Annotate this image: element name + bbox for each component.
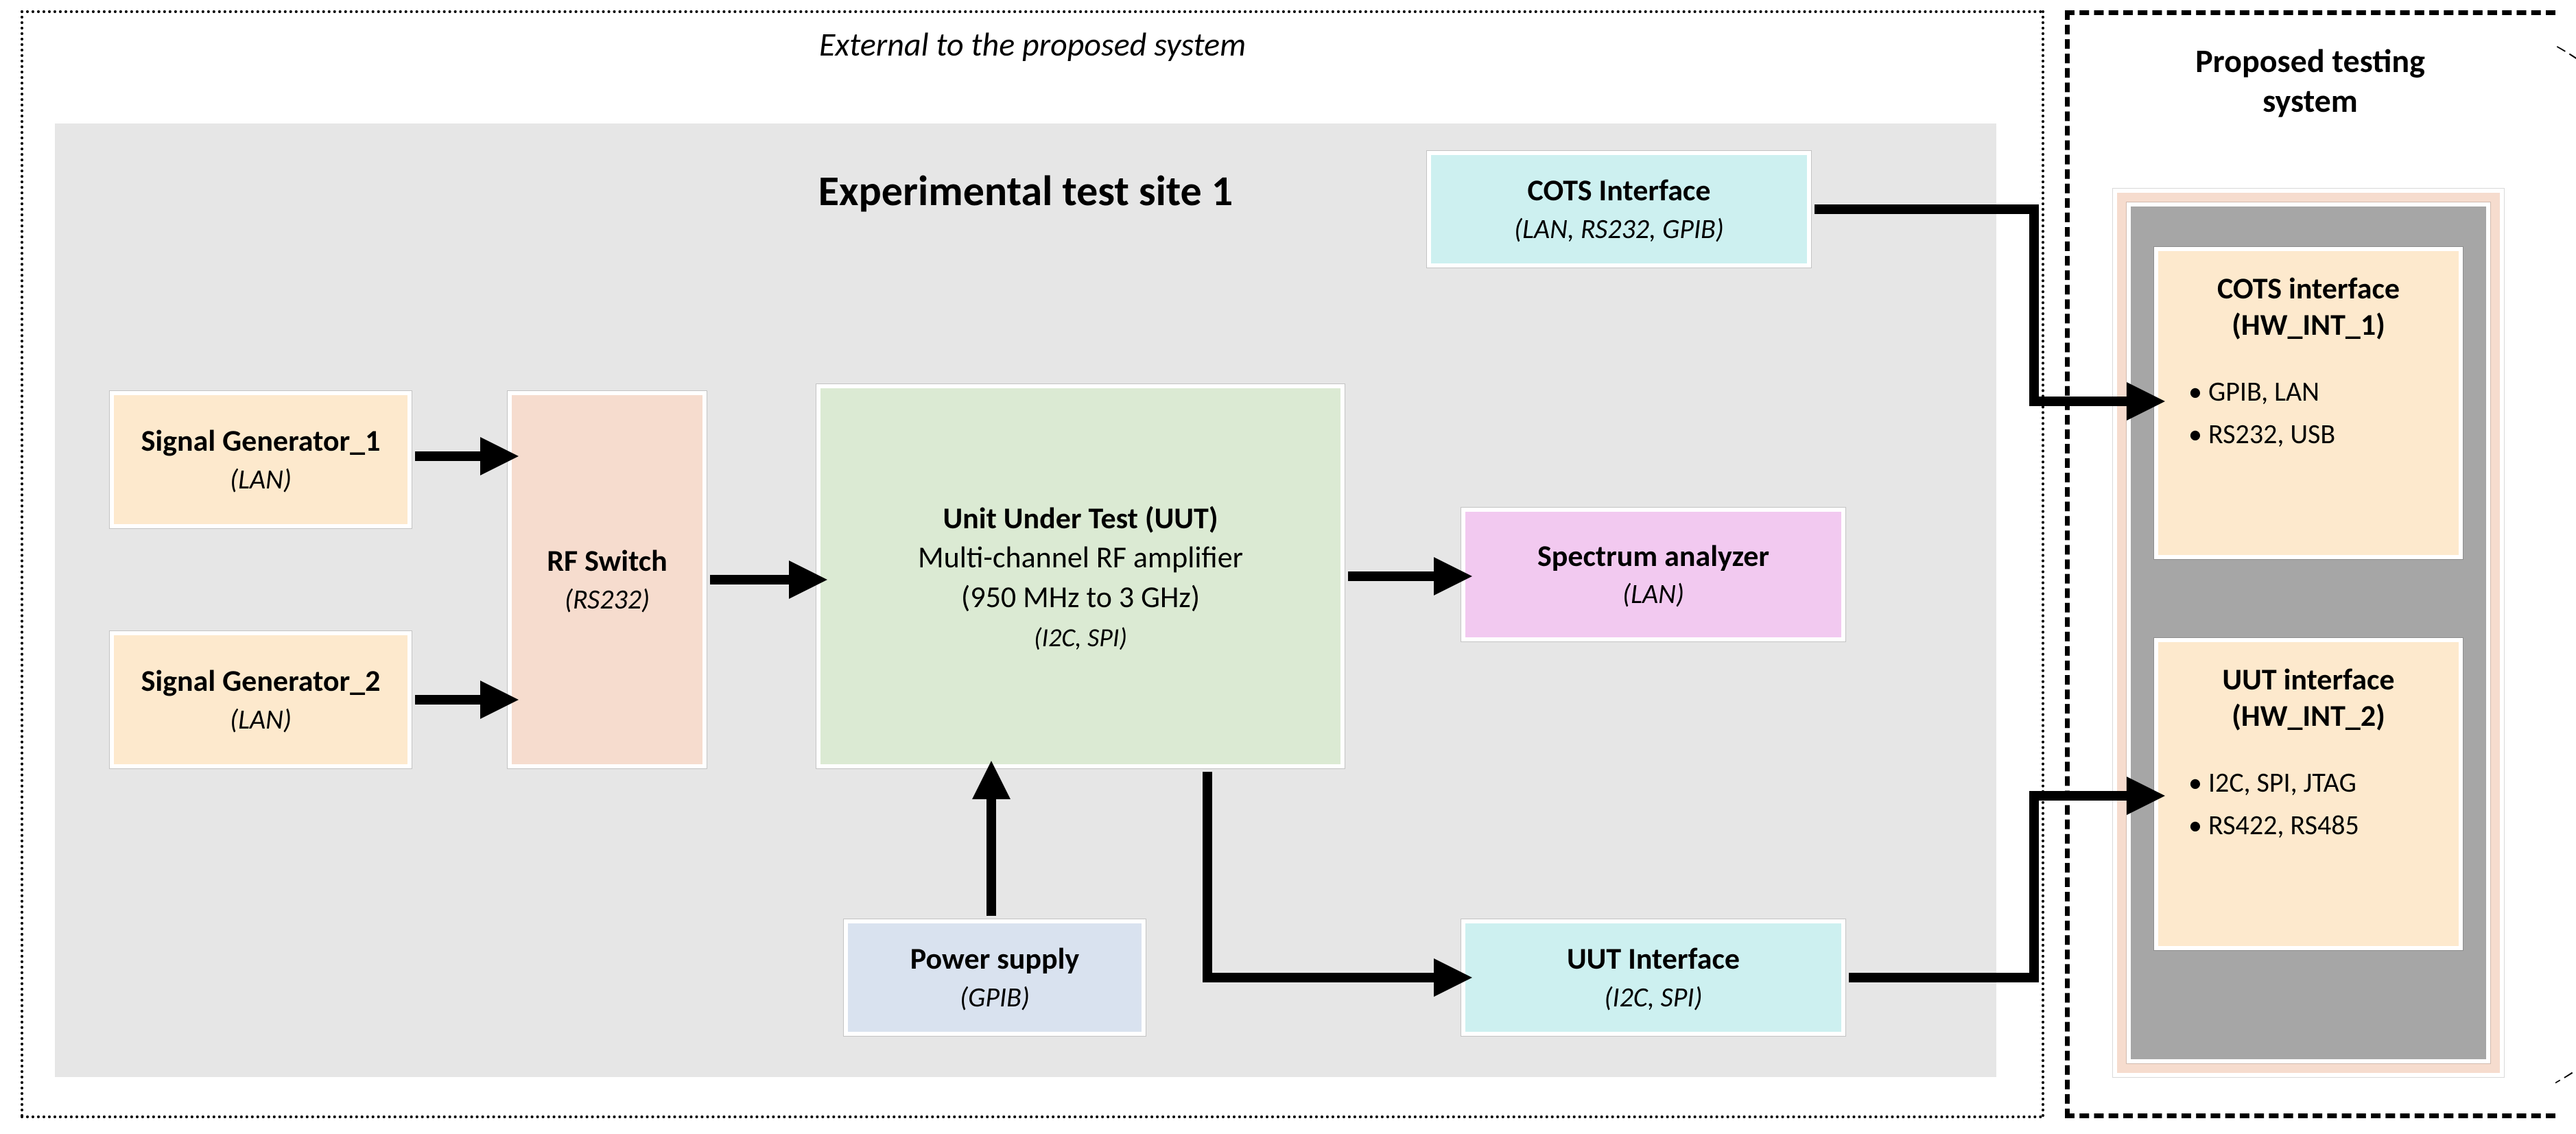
signal-generator-1: Signal Generator_1 (LAN)	[110, 391, 412, 528]
uut-interface: UUT Interface (I2C, SPI)	[1461, 919, 1845, 1036]
uut-hw-interface-bullet-0: I2C, SPI, JTAG	[2188, 761, 2435, 804]
spectrum-analyzer-title: Spectrum analyzer	[1537, 539, 1769, 574]
cots-hw-interface: COTS interface(HW_INT_1) GPIB, LANRS232, …	[2154, 247, 2463, 559]
cots-hw-interface-bullets: GPIB, LANRS232, USB	[2182, 370, 2435, 456]
uut-l2: Multi-channel RF amplifier	[918, 538, 1243, 577]
signal-generator-1-sub: (LAN)	[230, 462, 292, 496]
power-supply-title: Power supply	[910, 941, 1080, 976]
signal-generator-2-title: Signal Generator_2	[141, 663, 381, 698]
power-supply-sub: (GPIB)	[960, 980, 1030, 1014]
cots-hw-interface-bullet-0: GPIB, LAN	[2188, 370, 2435, 413]
cots-hw-interface-bullet-1: RS232, USB	[2188, 413, 2435, 456]
uut-hw-interface-t1: UUT interface	[2182, 661, 2435, 698]
proposed-title: Proposed testingsystem	[2065, 41, 2555, 120]
rf-switch: RF Switch (RS232)	[508, 391, 707, 768]
cots-interface-title: COTS Interface	[1527, 173, 1710, 208]
uut-l4: (I2C, SPI)	[1034, 622, 1127, 654]
rf-switch-title: RF Switch	[547, 543, 667, 578]
signal-generator-1-title: Signal Generator_1	[141, 423, 381, 458]
power-supply: Power supply (GPIB)	[844, 919, 1146, 1036]
uut-hw-interface-bullet-1: RS422, RS485	[2188, 804, 2435, 847]
cots-interface-sub: (LAN, RS232, GPIB)	[1514, 212, 1724, 246]
uut-interface-sub: (I2C, SPI)	[1604, 980, 1702, 1014]
proposed-title-l2: system	[2065, 81, 2555, 121]
cots-hw-interface-t1: COTS interface	[2182, 270, 2435, 307]
uut-hw-interface: UUT interface(HW_INT_2) I2C, SPI, JTAGRS4…	[2154, 638, 2463, 950]
uut-interface-title: UUT Interface	[1567, 941, 1740, 976]
uut-l3: (950 MHz to 3 GHz)	[961, 578, 1200, 617]
cots-hw-interface-t2: (HW_INT_1)	[2182, 307, 2435, 343]
uut-hw-interface-bullets: I2C, SPI, JTAGRS422, RS485	[2182, 761, 2435, 847]
spectrum-analyzer: Spectrum analyzer(LAN)	[1461, 508, 1845, 641]
spectrum-analyzer-sub: (LAN)	[1622, 577, 1684, 611]
signal-generator-2: Signal Generator_2 (LAN)	[110, 631, 412, 768]
uut-l1: Unit Under Test (UUT)	[943, 499, 1218, 538]
uut-box: Unit Under Test (UUT)Multi-channel RF am…	[816, 384, 1345, 768]
external-title: External to the proposed system	[21, 24, 2044, 64]
signal-generator-2-sub: (LAN)	[230, 702, 292, 736]
cots-interface: COTS Interface (LAN, RS232, GPIB)	[1427, 151, 1811, 268]
proposed-title-l1: Proposed testing	[2065, 41, 2555, 81]
uut-hw-interface-t2: (HW_INT_2)	[2182, 698, 2435, 734]
rf-switch-sub: (RS232)	[565, 582, 650, 616]
